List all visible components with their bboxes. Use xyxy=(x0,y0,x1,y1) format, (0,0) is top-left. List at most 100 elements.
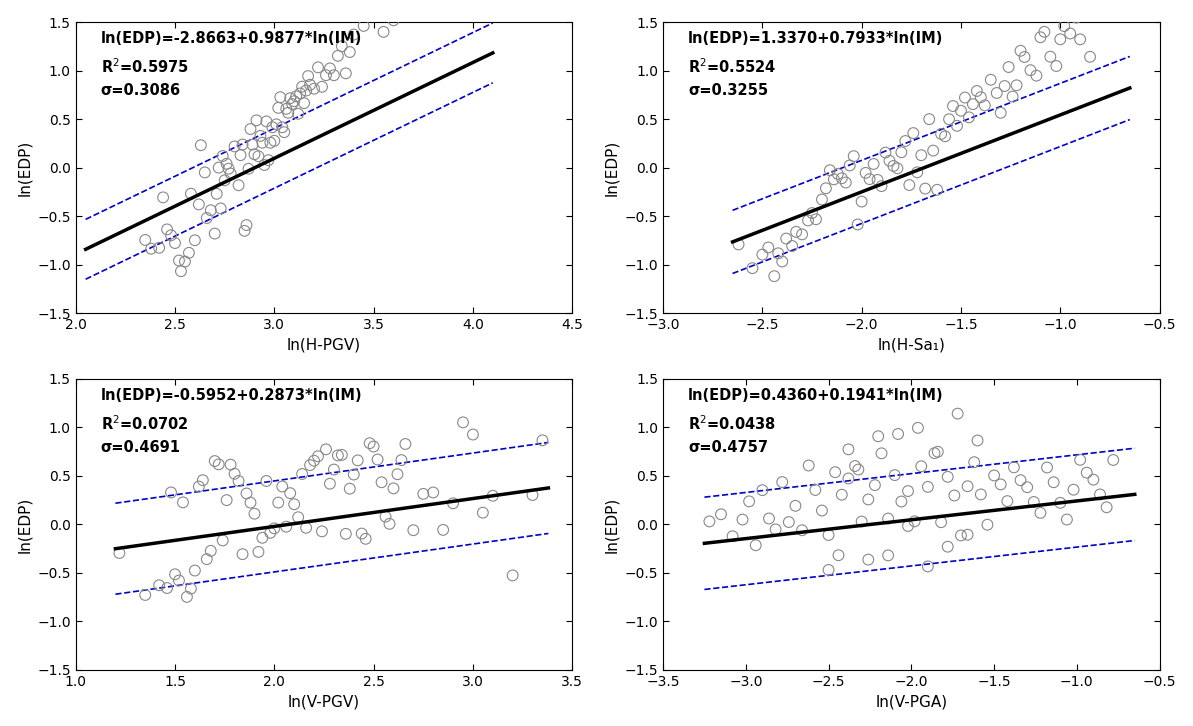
Point xyxy=(217,158,236,170)
Point xyxy=(878,550,897,561)
Point xyxy=(1075,5,1094,17)
Point xyxy=(424,486,443,498)
Point xyxy=(149,579,168,591)
Point xyxy=(916,183,935,195)
Point xyxy=(178,591,197,603)
Point xyxy=(783,240,802,252)
Point xyxy=(892,147,911,158)
Point xyxy=(872,447,891,459)
Point xyxy=(1015,52,1034,63)
Point xyxy=(938,541,957,552)
Point xyxy=(273,121,292,133)
Point xyxy=(196,166,215,178)
Point xyxy=(229,476,248,487)
Point xyxy=(743,262,762,274)
Point xyxy=(414,488,433,499)
Point xyxy=(857,167,876,179)
Point xyxy=(483,490,502,502)
Point xyxy=(453,417,472,428)
Y-axis label: ln(EDP): ln(EDP) xyxy=(17,139,32,196)
Point xyxy=(997,495,1016,507)
Point xyxy=(812,194,832,205)
Text: σ=0.4757: σ=0.4757 xyxy=(688,440,768,455)
Point xyxy=(898,485,917,497)
Point xyxy=(968,85,987,97)
Point xyxy=(848,464,867,476)
Point xyxy=(304,83,323,94)
Point xyxy=(920,113,939,125)
Point xyxy=(766,523,785,535)
Point xyxy=(1077,467,1096,478)
Point xyxy=(277,521,296,532)
Point xyxy=(833,172,852,184)
Y-axis label: ln(EDP): ln(EDP) xyxy=(604,497,619,552)
Point xyxy=(876,147,895,158)
Point xyxy=(1044,476,1063,488)
Point xyxy=(142,243,161,255)
Point xyxy=(1046,60,1065,72)
Point xyxy=(324,464,344,476)
Point xyxy=(229,179,248,191)
Point xyxy=(394,0,413,9)
Point xyxy=(354,20,373,32)
Point xyxy=(166,568,185,580)
Point xyxy=(384,483,403,494)
Point xyxy=(852,515,871,527)
Point xyxy=(816,182,835,194)
Text: R$^2$=0.5975: R$^2$=0.5975 xyxy=(100,57,188,76)
Point xyxy=(523,489,542,501)
Point xyxy=(340,46,359,58)
Point xyxy=(723,531,742,542)
Point xyxy=(839,444,858,455)
Point xyxy=(297,85,316,97)
Point xyxy=(773,476,792,488)
Point xyxy=(971,91,990,103)
Point xyxy=(369,454,388,465)
Point xyxy=(301,460,320,471)
Point xyxy=(241,497,260,508)
Point xyxy=(245,508,264,520)
Point xyxy=(262,121,282,133)
Point xyxy=(865,479,884,491)
Point xyxy=(1027,70,1046,81)
Point xyxy=(220,163,239,174)
Point xyxy=(935,131,954,142)
Point xyxy=(251,130,270,142)
Point xyxy=(149,242,168,253)
Point xyxy=(885,469,904,481)
Point xyxy=(268,102,288,114)
Point xyxy=(792,524,811,536)
Point xyxy=(1021,65,1040,76)
Point xyxy=(1038,462,1057,473)
Point xyxy=(292,81,311,92)
Point xyxy=(173,497,192,508)
Point xyxy=(225,468,245,480)
Point xyxy=(753,249,772,261)
Point xyxy=(253,137,272,149)
Point xyxy=(1098,502,1117,513)
Point xyxy=(202,545,221,557)
Point xyxy=(932,128,951,139)
Point xyxy=(214,534,233,546)
Point xyxy=(388,468,407,480)
Point xyxy=(911,460,931,472)
Point xyxy=(231,150,251,161)
Point xyxy=(888,163,907,174)
Point xyxy=(959,112,978,123)
Point xyxy=(110,547,129,559)
Point xyxy=(433,524,452,536)
Point xyxy=(846,460,865,472)
Point xyxy=(249,150,268,162)
Point xyxy=(840,160,859,171)
Point xyxy=(1031,507,1050,518)
Point xyxy=(297,522,316,534)
Point xyxy=(1051,497,1070,509)
Point xyxy=(316,70,335,81)
Point xyxy=(852,196,871,208)
Point xyxy=(828,168,847,180)
Point xyxy=(533,434,552,446)
Point xyxy=(185,234,204,246)
Point xyxy=(958,529,977,541)
Point xyxy=(181,583,200,595)
Point xyxy=(1070,33,1089,45)
